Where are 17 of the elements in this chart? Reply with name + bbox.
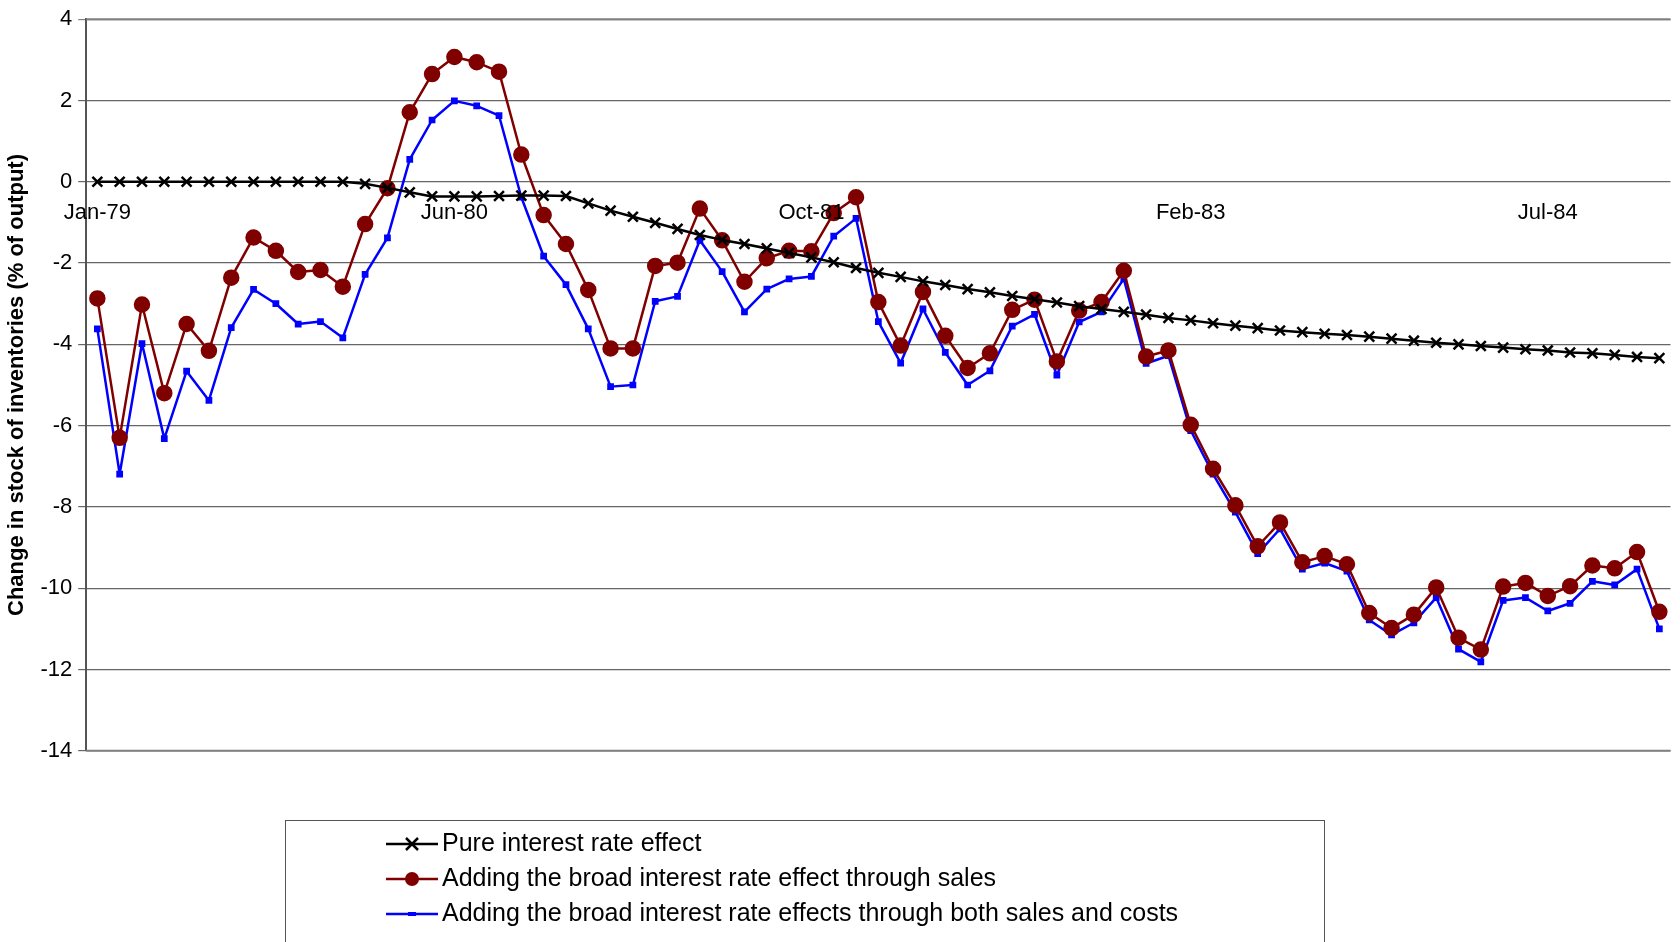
x-tick-label: Jul-84 (1517, 198, 1578, 224)
x-tick-label: Jun-80 (420, 198, 489, 224)
y-tick-label: -4 (52, 330, 73, 356)
legend-label: Adding the broad interest rate effects through both sales and costs (442, 898, 1179, 926)
x-tick-label: Feb-83 (1155, 198, 1226, 224)
legend-label: Pure interest rate effect (442, 828, 702, 856)
y-tick-label: -8 (52, 493, 73, 518)
y-tick-label: -14 (40, 736, 73, 762)
y-tick-label: -6 (52, 411, 73, 437)
y-axis-title: Change in stock of inventories (% of output) (3, 154, 29, 616)
y-tick-label: -2 (52, 249, 73, 275)
y-tick-label: -10 (40, 574, 73, 600)
y-tick-label: 4 (59, 5, 73, 31)
y-tick-label: 2 (59, 86, 73, 112)
y-tick-label: -12 (40, 655, 73, 681)
legend-label: Adding the broad interest rate effect through sales (442, 863, 997, 891)
y-tick-label: 0 (59, 167, 73, 193)
